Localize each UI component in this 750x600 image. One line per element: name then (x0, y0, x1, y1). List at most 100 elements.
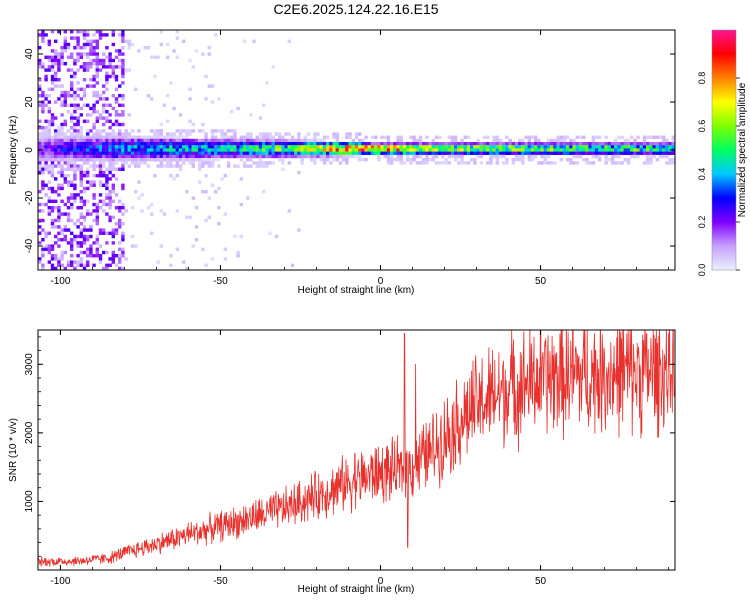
spectrogram-cell (262, 161, 266, 165)
spectrogram-cell (150, 129, 154, 133)
spectrogram-cell (498, 148, 503, 152)
spectrogram-cell (550, 142, 554, 146)
spectrogram-cell (82, 250, 87, 255)
spectrogram-cell (415, 154, 419, 159)
spectrogram-cell (578, 142, 583, 146)
spectrogram-cell (578, 151, 583, 155)
spectrogram-cell (66, 167, 71, 171)
spectrogram-cell (262, 135, 266, 139)
spectrogram-cell (70, 113, 74, 117)
spectrogram-cell (284, 145, 288, 149)
spectrogram-cell (265, 161, 269, 165)
spectrogram-cell (278, 135, 282, 139)
spectrogram-cell (86, 138, 90, 143)
spectrogram-cell (214, 158, 218, 162)
spectrogram-cell (41, 30, 45, 34)
spectrogram-cell (86, 170, 90, 175)
spectrogram-cell (98, 180, 103, 184)
spectrogram-cell (92, 90, 96, 95)
spectrogram-cell (92, 196, 96, 200)
spectrogram-cell (73, 154, 77, 159)
spectrogram-cell (98, 183, 103, 187)
spectrogram-cell (178, 145, 183, 149)
spectrogram-cell (230, 154, 234, 159)
spectrogram-cell (121, 65, 125, 69)
spectrogram-cell (98, 164, 103, 168)
spectrogram-cell (422, 161, 426, 165)
spectrogram-cell (191, 122, 195, 127)
spectrogram-cell (175, 138, 179, 143)
spectrogram-cell (127, 148, 131, 152)
spectrogram-cell (54, 254, 58, 258)
spectrogram-cell (511, 151, 515, 155)
spectrogram-cell (102, 106, 106, 111)
spectrogram-cell (185, 148, 189, 152)
spectrogram-cell (617, 148, 621, 152)
spectrogram-cell (572, 151, 576, 155)
spectrogram-cell (66, 148, 71, 152)
spectrogram-cell (60, 58, 64, 63)
spectrogram-cell (108, 170, 112, 175)
spectrogram-cell (329, 161, 333, 165)
spectrogram-cell (665, 142, 669, 146)
spectrogram-cell (76, 129, 80, 133)
spectrogram-cell (108, 257, 112, 261)
spectrogram-cell (146, 151, 151, 155)
spectrogram-cell (559, 142, 563, 146)
spectrogram-cell (214, 148, 218, 152)
spectrogram-cell (201, 129, 205, 133)
spectrogram-cell (476, 145, 480, 149)
spectrogram-cell (130, 158, 135, 162)
spectrogram-cell (242, 39, 247, 43)
spectrogram-cell (60, 84, 64, 88)
spectrogram-cell (514, 142, 519, 146)
spectrogram-cell (124, 39, 128, 43)
spectrogram-cell (66, 183, 71, 187)
spectrogram-cell (175, 161, 179, 165)
spectrogram-cell (73, 222, 77, 226)
spectrogram-cell (518, 148, 522, 152)
spectrogram-cell (70, 167, 74, 171)
spectrogram-cell (358, 145, 362, 149)
spectrogram-cell (57, 263, 61, 267)
spectrogram-cell (159, 158, 163, 162)
spectrogram-cell (63, 238, 67, 242)
spectrogram-cell (450, 148, 455, 152)
spectrogram-cell (655, 135, 659, 139)
spectrogram-cell (47, 151, 51, 155)
spectrogram-cell (66, 158, 71, 162)
spectrogram-cell (70, 263, 74, 267)
spectrogram-cell (95, 234, 99, 239)
spectrogram-cell (460, 151, 464, 155)
spectrogram-cell (252, 148, 256, 152)
spectrogram-cell (41, 250, 45, 255)
spectrogram-cell (425, 154, 429, 159)
spectrogram-cell (82, 87, 87, 91)
spectrogram-cell (287, 132, 291, 136)
spectrogram-cell (332, 148, 336, 152)
spectrogram-cell (610, 148, 615, 152)
spectrogram-cell (95, 254, 99, 258)
spectrogram-cell (118, 257, 122, 261)
spectrogram-cell (326, 142, 330, 146)
spectrogram-cell (326, 145, 330, 149)
spectrogram-cell (150, 231, 154, 235)
spectrogram-cell (390, 154, 394, 159)
spectrogram-cell (614, 138, 618, 143)
spectrogram-cell (66, 90, 71, 95)
spectrogram-cell (44, 234, 48, 239)
spectrogram-cell (95, 209, 99, 213)
spectrogram-cell (310, 154, 314, 159)
spectrogram-cell (390, 148, 394, 152)
spectrogram-cell (425, 161, 429, 165)
spectrogram-cell (95, 46, 99, 50)
spectrogram-cell (159, 135, 163, 139)
spectrogram-cell (578, 135, 583, 139)
spectrogram-cell (162, 142, 167, 146)
spectrogram-cell (60, 132, 64, 136)
spectrogram-cell (438, 148, 442, 152)
spectrogram-cell (274, 145, 279, 149)
spectrogram-cell (98, 113, 103, 117)
spectrogram-cell (575, 145, 579, 149)
spectrogram-cell (108, 199, 112, 203)
